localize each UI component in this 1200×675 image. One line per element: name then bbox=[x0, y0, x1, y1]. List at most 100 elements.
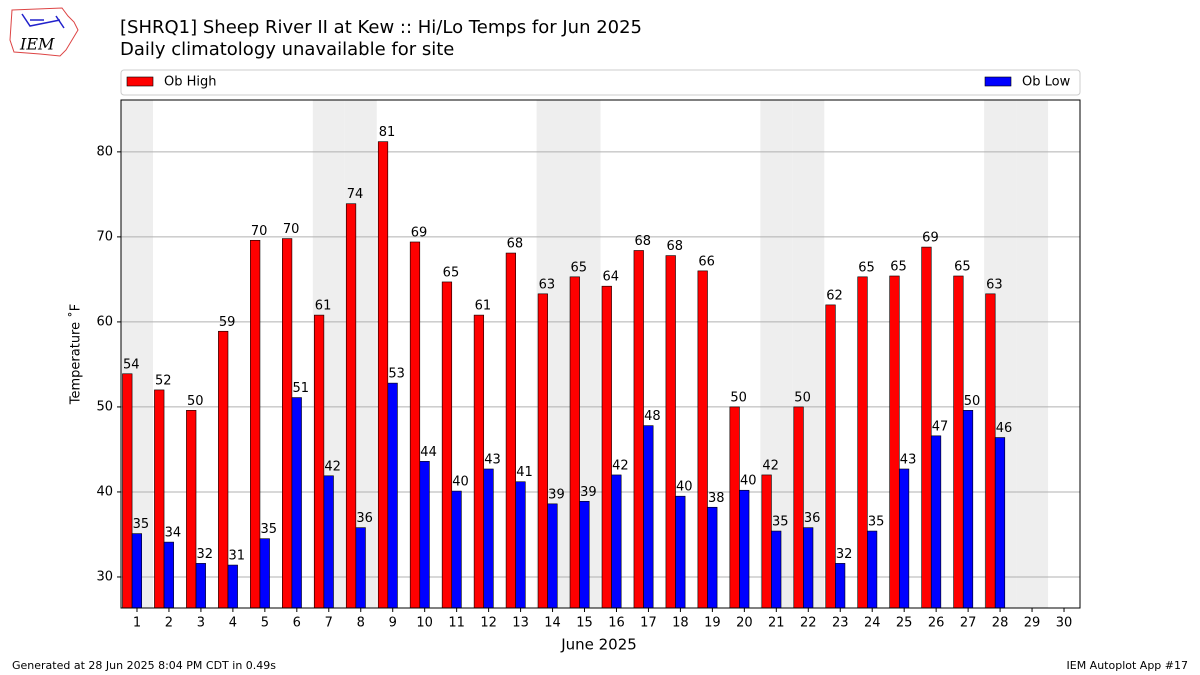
bar bbox=[537, 293, 548, 609]
bar bbox=[601, 285, 612, 609]
bar bbox=[345, 203, 357, 609]
value-label: 43 bbox=[484, 452, 501, 467]
bar bbox=[633, 250, 644, 609]
value-label: 42 bbox=[762, 458, 779, 473]
x-tick-label: 27 bbox=[960, 616, 977, 631]
bar bbox=[569, 276, 580, 609]
bar bbox=[473, 314, 485, 609]
value-label: 65 bbox=[954, 259, 971, 274]
legend-label: Ob High bbox=[164, 75, 217, 90]
bar bbox=[218, 330, 229, 609]
value-label: 39 bbox=[580, 485, 597, 500]
value-label: 62 bbox=[826, 288, 843, 303]
bar bbox=[729, 406, 740, 609]
bar bbox=[857, 276, 868, 609]
bar bbox=[483, 468, 494, 609]
bar bbox=[675, 495, 686, 609]
x-tick-label: 4 bbox=[229, 616, 237, 631]
value-label: 61 bbox=[475, 299, 492, 314]
bar bbox=[665, 255, 676, 609]
value-label: 54 bbox=[123, 357, 140, 372]
value-label: 34 bbox=[165, 526, 182, 541]
value-label: 65 bbox=[858, 260, 875, 275]
x-tick-label: 9 bbox=[389, 616, 397, 631]
value-label: 53 bbox=[388, 367, 405, 382]
x-tick-label: 12 bbox=[480, 616, 497, 631]
x-tick-label: 13 bbox=[512, 616, 529, 631]
bar bbox=[387, 382, 398, 609]
bar bbox=[419, 461, 430, 609]
bar bbox=[761, 474, 772, 609]
value-label: 68 bbox=[634, 234, 651, 249]
chart-subtitle: Daily climatology unavailable for site bbox=[120, 39, 454, 60]
value-label: 70 bbox=[251, 224, 268, 239]
value-label: 41 bbox=[516, 465, 533, 480]
value-label: 51 bbox=[292, 381, 309, 396]
x-tick-label: 8 bbox=[357, 616, 365, 631]
bar bbox=[835, 563, 846, 609]
x-tick-label: 21 bbox=[768, 616, 785, 631]
x-tick-label: 11 bbox=[448, 616, 465, 631]
bar bbox=[962, 410, 974, 609]
value-label: 35 bbox=[868, 515, 885, 530]
bar bbox=[227, 564, 238, 609]
x-tick-label: 10 bbox=[416, 616, 433, 631]
value-label: 65 bbox=[571, 260, 588, 275]
x-tick-label: 18 bbox=[672, 616, 689, 631]
value-label: 40 bbox=[740, 474, 757, 489]
x-tick-label: 28 bbox=[992, 616, 1009, 631]
x-tick-label: 14 bbox=[544, 616, 561, 631]
value-label: 61 bbox=[315, 299, 332, 314]
value-label: 59 bbox=[219, 315, 236, 330]
value-label: 36 bbox=[356, 511, 373, 526]
weekend-shade bbox=[1016, 100, 1049, 608]
value-label: 48 bbox=[644, 409, 661, 424]
x-tick-label: 6 bbox=[293, 616, 301, 631]
value-label: 44 bbox=[420, 445, 437, 460]
bar bbox=[953, 275, 964, 609]
x-tick-label: 22 bbox=[800, 616, 817, 631]
bar bbox=[323, 475, 334, 609]
value-label: 52 bbox=[155, 373, 172, 388]
bar bbox=[195, 563, 206, 609]
bar bbox=[313, 314, 325, 609]
logo-icon bbox=[21, 13, 65, 29]
x-tick-label: 15 bbox=[576, 616, 593, 631]
chart-title: [SHRQ1] Sheep River II at Kew :: Hi/Lo T… bbox=[120, 17, 642, 38]
footer-right: IEM Autoplot App #17 bbox=[1067, 659, 1189, 672]
x-tick-label: 2 bbox=[165, 616, 173, 631]
x-tick-label: 20 bbox=[736, 616, 753, 631]
value-label: 65 bbox=[890, 259, 907, 274]
value-label: 43 bbox=[900, 452, 917, 467]
bar bbox=[250, 239, 261, 609]
logo-text: IEM bbox=[19, 35, 55, 54]
bar bbox=[505, 252, 516, 609]
bar bbox=[409, 241, 421, 609]
bar bbox=[889, 275, 900, 609]
logo: IEM bbox=[9, 7, 79, 57]
bar bbox=[611, 474, 622, 609]
y-tick-label: 30 bbox=[96, 569, 113, 584]
x-tick-label: 25 bbox=[896, 616, 913, 631]
bar bbox=[441, 281, 453, 609]
value-label: 31 bbox=[229, 549, 246, 564]
x-tick-label: 16 bbox=[608, 616, 625, 631]
value-label: 46 bbox=[996, 421, 1013, 436]
value-label: 63 bbox=[539, 277, 556, 292]
footer-left: Generated at 28 Jun 2025 8:04 PM CDT in … bbox=[12, 659, 276, 672]
y-tick-label: 40 bbox=[96, 484, 113, 499]
y-tick-label: 80 bbox=[96, 144, 113, 159]
value-label: 81 bbox=[379, 125, 396, 140]
value-label: 64 bbox=[603, 270, 620, 285]
bar bbox=[930, 435, 942, 609]
legend-box bbox=[120, 69, 1081, 96]
bar bbox=[186, 410, 197, 609]
value-label: 47 bbox=[932, 419, 949, 434]
bar bbox=[547, 503, 558, 609]
x-tick-label: 7 bbox=[325, 616, 333, 631]
bar bbox=[377, 141, 389, 609]
y-axis-label: Temperature ˚F bbox=[68, 304, 84, 405]
value-label: 32 bbox=[836, 547, 853, 562]
bar bbox=[867, 530, 878, 609]
